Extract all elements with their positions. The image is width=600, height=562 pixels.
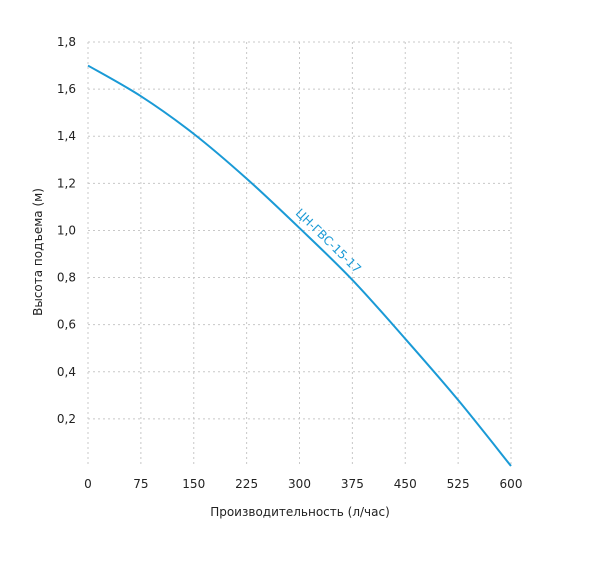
x-axis-title: Производительность (л/час) bbox=[210, 505, 390, 519]
series-line bbox=[87, 64, 512, 467]
grid bbox=[87, 41, 512, 466]
y-axis-title: Высота подъема (м) bbox=[31, 188, 45, 316]
x-tick-label: 0 bbox=[84, 477, 92, 491]
x-tick-label: 300 bbox=[288, 477, 311, 491]
x-tick-labels: 0 75 150 225 300 375 450 525 600 bbox=[84, 477, 522, 491]
y-tick-label: 0,2 bbox=[57, 412, 76, 426]
x-tick-label: 150 bbox=[182, 477, 205, 491]
x-tick-label: 525 bbox=[447, 477, 470, 491]
y-tick-label: 1,2 bbox=[57, 176, 76, 190]
y-tick-label: 0,4 bbox=[57, 365, 76, 379]
x-tick-label: 450 bbox=[394, 477, 417, 491]
y-tick-label: 1,6 bbox=[57, 82, 76, 96]
y-tick-label: 0,6 bbox=[57, 318, 76, 332]
y-tick-label: 1,4 bbox=[57, 129, 76, 143]
x-tick-label: 375 bbox=[341, 477, 364, 491]
x-tick-label: 75 bbox=[133, 477, 148, 491]
y-tick-label: 0,8 bbox=[57, 271, 76, 285]
x-tick-label: 225 bbox=[235, 477, 258, 491]
x-tick-label: 600 bbox=[500, 477, 523, 491]
series-layer: ЦН-ГВС-15-17 bbox=[87, 64, 512, 467]
y-tick-label: 1,8 bbox=[57, 35, 76, 49]
y-tick-label: 1,0 bbox=[57, 223, 76, 237]
y-tick-labels: 0,2 0,4 0,6 0,8 1,0 1,2 1,4 1,6 1,8 bbox=[57, 35, 76, 426]
series-label: ЦН-ГВС-15-17 bbox=[293, 206, 364, 276]
